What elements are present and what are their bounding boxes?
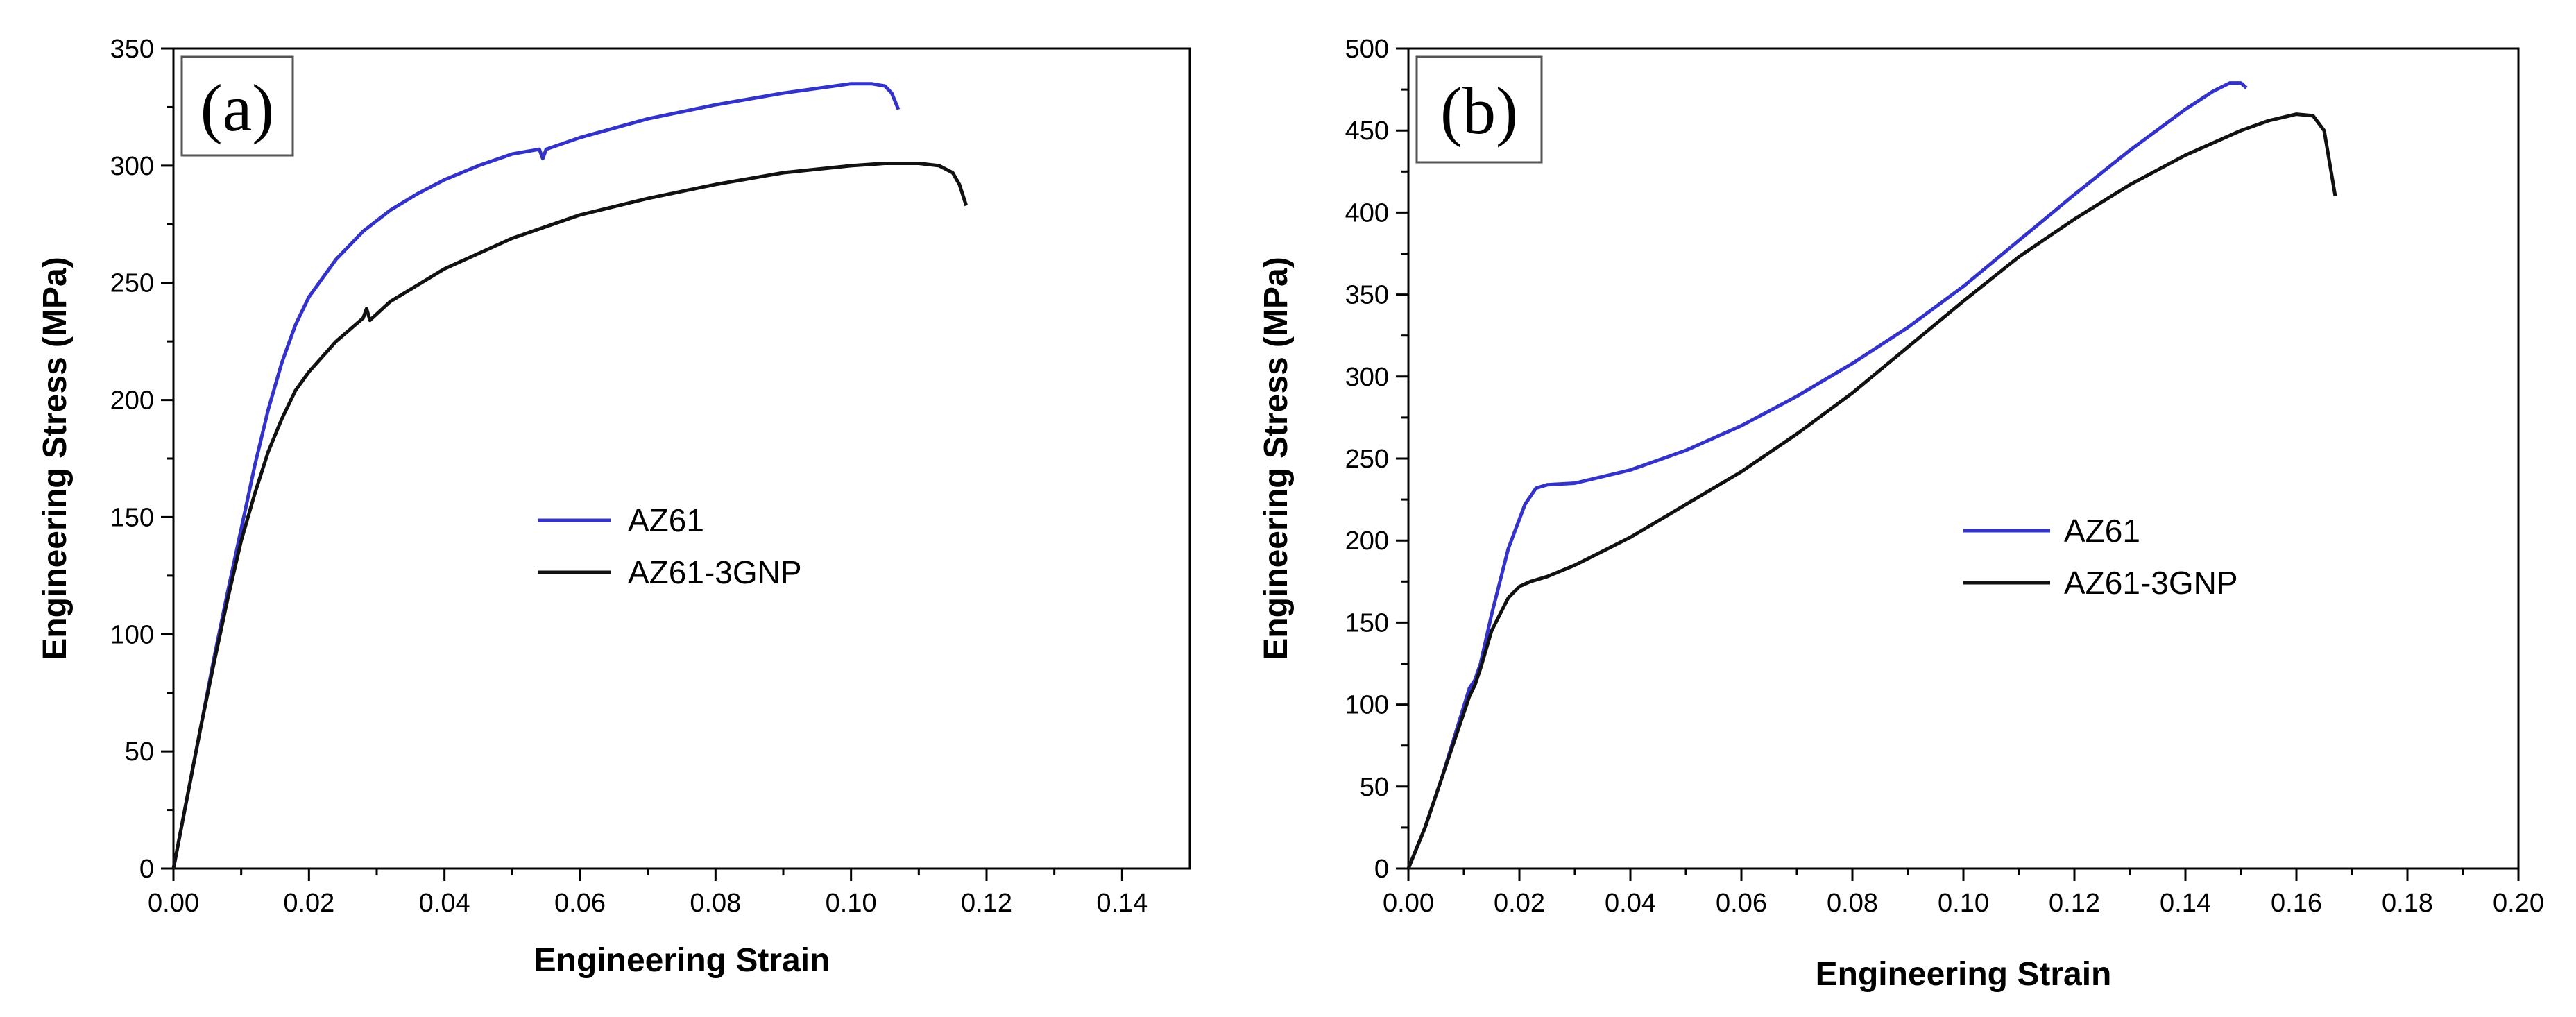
x-tick-label: 0.04 — [419, 889, 470, 918]
y-tick-label: 500 — [1345, 35, 1389, 64]
y-tick-label: 100 — [1345, 691, 1389, 720]
chart-panel-b: 0.00 0.02 0.04 0.06 0.08 0.10 0.12 0.14 0.16 0.18… — [1258, 35, 2544, 993]
series-line-az61 — [171, 82, 901, 869]
x-tick-label: 0.14 — [2160, 889, 2211, 918]
x-tick-label: 0.16 — [2271, 889, 2322, 918]
y-axis-title: Engineering Stress (MPa) — [1258, 257, 1295, 660]
x-tick-labels: 0.00 0.02 0.04 0.06 0.08 0.10 0.12 0.14 — [148, 889, 1148, 918]
legend-label-az61-3gnp: AZ61-3GNP — [628, 554, 802, 590]
x-tick-label: 0.14 — [1096, 889, 1148, 918]
y-tick-label: 250 — [110, 269, 154, 298]
x-tick-label: 0.08 — [1827, 889, 1878, 918]
x-tick-label: 0.08 — [690, 889, 741, 918]
series-lines — [1406, 81, 2337, 869]
tick-marks — [161, 47, 1123, 881]
legend: AZ61 AZ61-3GNP — [538, 502, 802, 590]
y-tick-label: 450 — [1345, 117, 1389, 146]
tick-marks — [1396, 47, 2520, 881]
x-tick-label: 0.00 — [148, 889, 199, 918]
y-tick-labels: 0 50 100 150 200 250 300 350 — [110, 35, 154, 884]
y-axis-title: Engineering Stress (MPa) — [37, 257, 74, 660]
y-tick-label: 300 — [1345, 363, 1389, 392]
y-tick-label: 350 — [1345, 281, 1389, 310]
x-tick-label: 0.12 — [961, 889, 1012, 918]
x-axis-title: Engineering Strain — [534, 942, 830, 979]
legend-label-az61-3gnp: AZ61-3GNP — [2064, 565, 2238, 601]
series-line-az61-3gnp — [1406, 112, 2337, 869]
series-lines — [171, 82, 969, 869]
y-tick-label: 50 — [1360, 773, 1389, 802]
x-tick-label: 0.12 — [2049, 889, 2100, 918]
x-tick-labels: 0.00 0.02 0.04 0.06 0.08 0.10 0.12 0.14 0.16 0.18… — [1383, 889, 2544, 918]
y-tick-label: 350 — [110, 35, 154, 64]
y-tick-label: 150 — [110, 503, 154, 532]
plot-frame — [1407, 47, 2520, 870]
series-line-az61-3gnp — [171, 162, 969, 869]
x-axis-title: Engineering Strain — [1816, 956, 2112, 993]
x-tick-label: 0.06 — [554, 889, 606, 918]
x-tick-label: 0.18 — [2382, 889, 2433, 918]
y-tick-label: 100 — [110, 620, 154, 649]
x-tick-label: 0.00 — [1383, 889, 1434, 918]
y-tick-label: 50 — [125, 737, 154, 767]
y-tick-label: 0 — [139, 855, 154, 884]
y-tick-label: 300 — [110, 152, 154, 181]
legend-label-az61: AZ61 — [628, 502, 704, 538]
x-tick-label: 0.02 — [283, 889, 334, 918]
x-tick-label: 0.10 — [1938, 889, 1989, 918]
x-tick-label: 0.20 — [2493, 889, 2544, 918]
series-line-az61 — [1406, 81, 2248, 869]
panel-label: (b) — [1440, 74, 1518, 148]
panel-label: (a) — [201, 71, 275, 145]
y-tick-label: 150 — [1345, 608, 1389, 638]
legend-label-az61: AZ61 — [2064, 513, 2140, 549]
y-tick-label: 200 — [110, 386, 154, 416]
legend: AZ61 AZ61-3GNP — [1963, 513, 2238, 601]
panel-label-box — [1415, 55, 1543, 164]
y-tick-label: 200 — [1345, 527, 1389, 556]
y-tick-label: 250 — [1345, 445, 1389, 474]
y-tick-label: 0 — [1374, 855, 1389, 884]
plot-frame — [172, 47, 1191, 870]
x-tick-label: 0.04 — [1605, 889, 1656, 918]
y-tick-labels: 0 50 100 150 200 250 300 350 400 450 500 — [1345, 35, 1389, 884]
x-tick-label: 0.10 — [826, 889, 877, 918]
x-tick-label: 0.02 — [1494, 889, 1545, 918]
panel-label-box — [180, 55, 294, 157]
x-tick-label: 0.06 — [1716, 889, 1767, 918]
chart-panel-a: 0.00 0.02 0.04 0.06 0.08 0.10 0.12 0.14 0 50 100 1… — [37, 35, 1191, 979]
y-tick-label: 400 — [1345, 198, 1389, 228]
